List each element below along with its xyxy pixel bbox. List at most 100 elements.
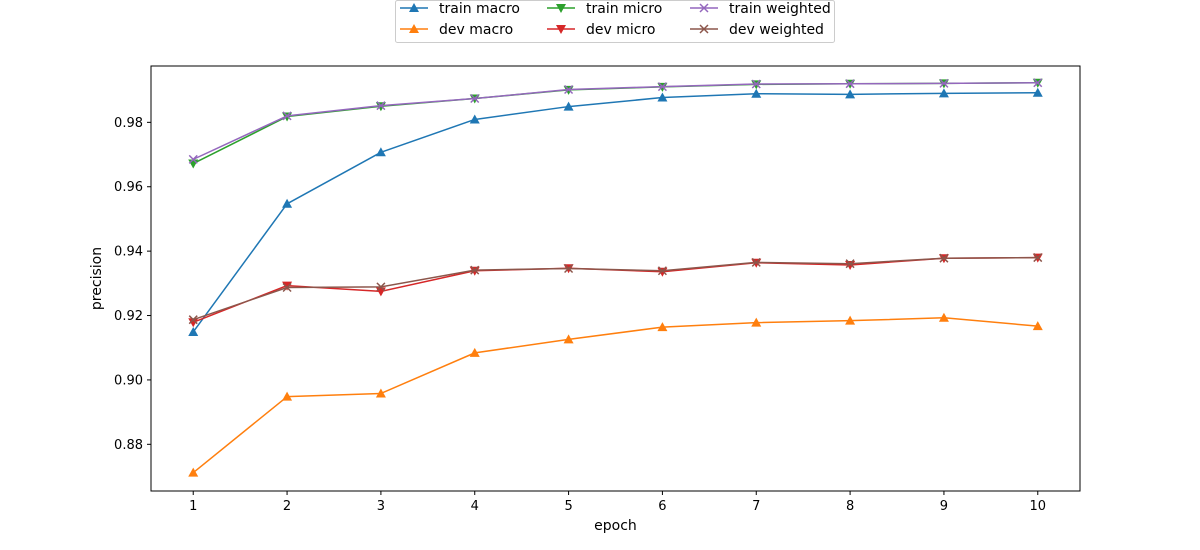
point-dev-macro-6 <box>657 322 668 332</box>
point-dev-macro-8 <box>845 315 856 325</box>
point-train-weighted-9 <box>939 78 949 88</box>
legend-label: dev micro <box>586 22 655 38</box>
point-dev-weighted-7 <box>751 257 761 267</box>
point-dev-weighted-3 <box>376 282 386 292</box>
point-dev-macro-4 <box>469 347 480 357</box>
point-train-macro-1 <box>188 326 199 336</box>
x-tick-label-2: 2 <box>283 499 291 514</box>
legend-label: dev macro <box>439 22 513 38</box>
x-tick-label-10: 10 <box>1029 499 1046 514</box>
series-train-macro <box>188 87 1043 336</box>
y-axis-label: precision <box>89 247 105 310</box>
point-dev-weighted-6 <box>657 266 667 276</box>
point-train-micro-2 <box>282 112 293 122</box>
point-train-weighted-10 <box>1033 78 1043 88</box>
legend-item-train-micro: train micro <box>547 1 662 17</box>
x-tick-label-6: 6 <box>658 499 666 514</box>
series-line-dev-weighted <box>192 256 1038 321</box>
point-train-macro-4 <box>469 114 480 124</box>
x-tick-label-7: 7 <box>752 499 760 514</box>
point-train-macro-2 <box>282 198 293 208</box>
legend-swatch-marker <box>556 4 566 13</box>
point-dev-macro-9 <box>938 312 949 322</box>
x-axis-label: epoch <box>594 518 637 534</box>
legend-frame <box>395 0 835 43</box>
y-tick-label-2: 0.92 <box>114 309 143 324</box>
series-dev-micro <box>188 253 1043 328</box>
legend-swatch-marker <box>409 24 419 33</box>
point-train-micro-3 <box>375 102 386 112</box>
y-tick-label-3: 0.94 <box>114 245 143 260</box>
x-tick-label-1: 1 <box>189 499 197 514</box>
point-train-weighted-8 <box>845 79 855 89</box>
legend-label: dev weighted <box>729 22 824 38</box>
x-tick-label-8: 8 <box>846 499 854 514</box>
point-train-macro-10 <box>1032 87 1043 97</box>
y-axis: 0.88 0.90 0.92 0.94 0.96 0.98 <box>114 116 151 453</box>
point-dev-weighted-2 <box>282 282 292 293</box>
point-train-weighted-6 <box>657 82 667 92</box>
x-tick-label-4: 4 <box>471 499 479 514</box>
point-train-weighted-1 <box>188 154 198 164</box>
point-train-weighted-5 <box>564 84 574 95</box>
point-train-weighted-4 <box>470 93 480 104</box>
series-line-train-micro <box>192 81 1038 165</box>
y-tick-label-4: 0.96 <box>114 180 143 195</box>
point-train-micro-1 <box>188 159 199 169</box>
point-dev-macro-5 <box>563 334 574 344</box>
series-line-dev-micro <box>192 256 1038 323</box>
series-line-train-weighted <box>192 81 1038 161</box>
point-dev-micro-1 <box>188 318 199 328</box>
legend-item-train-macro: train macro <box>400 1 520 17</box>
point-train-macro-3 <box>375 147 386 157</box>
point-train-macro-9 <box>938 88 949 98</box>
legend-swatch-marker <box>556 25 566 34</box>
point-train-macro-5 <box>563 101 574 111</box>
point-dev-weighted-1 <box>188 315 198 325</box>
x-tick-label-5: 5 <box>564 499 572 514</box>
point-dev-macro-7 <box>751 317 762 327</box>
series-train-weighted <box>188 78 1043 164</box>
legend-label: train micro <box>586 1 662 17</box>
x-axis: 1 2 3 4 5 6 7 8 9 10 <box>189 491 1046 514</box>
point-dev-weighted-5 <box>564 263 574 274</box>
series-line-train-macro <box>192 91 1038 333</box>
legend-label: train macro <box>439 1 520 17</box>
point-dev-weighted-8 <box>845 259 855 269</box>
point-dev-weighted-10 <box>1033 253 1043 263</box>
point-dev-weighted-9 <box>939 253 949 263</box>
point-train-weighted-2 <box>282 111 292 121</box>
y-tick-label-1: 0.90 <box>114 373 143 388</box>
point-train-macro-7 <box>751 88 762 98</box>
point-dev-micro-2 <box>282 281 293 291</box>
y-tick-label-0: 0.88 <box>114 438 143 453</box>
y-tick-label-5: 0.98 <box>114 116 143 131</box>
point-train-weighted-7 <box>751 79 761 89</box>
legend-swatch-marker <box>699 3 709 13</box>
point-dev-macro-10 <box>1032 321 1043 331</box>
point-dev-micro-4 <box>469 266 480 276</box>
point-train-macro-6 <box>657 92 668 102</box>
series-layer <box>188 78 1043 477</box>
legend-item-dev-macro: dev macro <box>400 22 513 38</box>
legend-swatch-marker <box>409 3 419 12</box>
x-tick-label-3: 3 <box>377 499 385 514</box>
series-train-micro <box>188 78 1043 169</box>
x-tick-label-9: 9 <box>940 499 948 514</box>
legend: train macro dev macro train micro dev micro… <box>395 0 835 43</box>
point-dev-weighted-4 <box>470 265 480 275</box>
point-dev-macro-1 <box>188 467 199 477</box>
legend-label: train weighted <box>729 1 831 17</box>
series-dev-weighted <box>188 253 1043 325</box>
series-line-dev-macro <box>192 317 1038 474</box>
point-train-weighted-3 <box>376 101 386 111</box>
legend-item-dev-micro: dev micro <box>547 22 655 38</box>
legend-item-train-weighted: train weighted <box>690 1 831 17</box>
plot-frame <box>150 65 1081 492</box>
point-dev-macro-2 <box>282 391 293 401</box>
point-train-macro-8 <box>845 89 856 99</box>
legend-swatch-marker <box>699 24 709 34</box>
point-dev-macro-3 <box>375 388 386 398</box>
series-dev-macro <box>188 312 1043 477</box>
